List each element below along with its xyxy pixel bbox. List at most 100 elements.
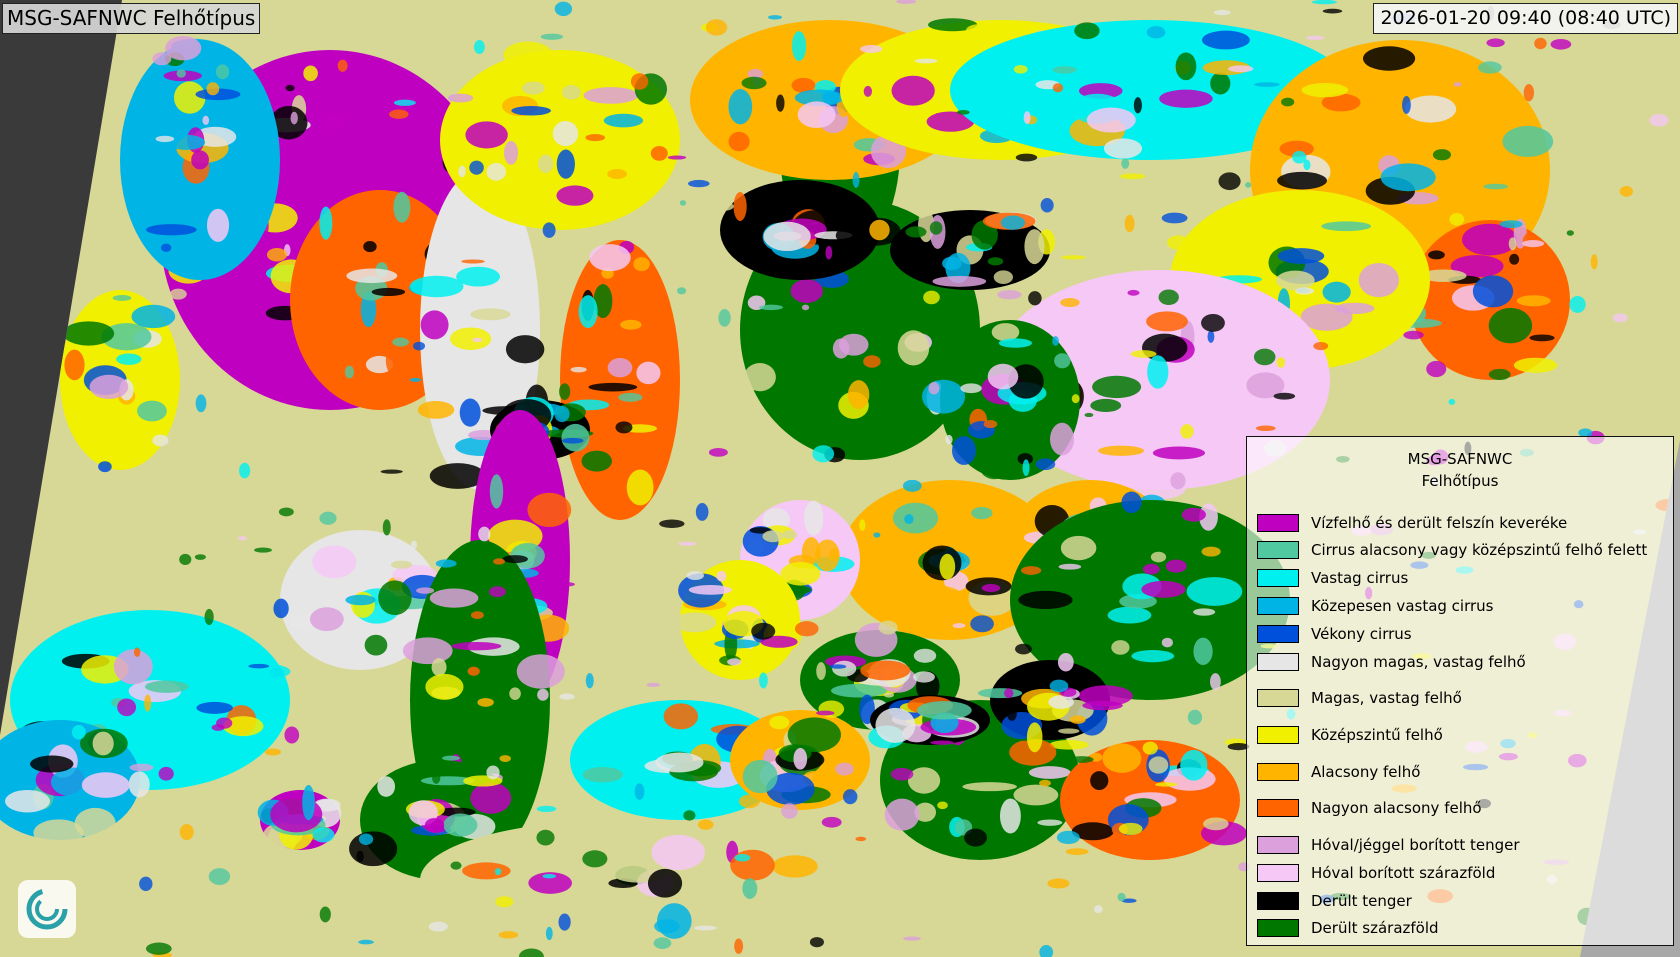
cloud-patch [1210,72,1231,95]
cloud-patch [646,682,661,688]
cloud-patch [473,40,485,55]
legend: MSG-SAFNWC Felhőtípus Vízfelhő és derült… [1246,436,1674,946]
cloud-patch [822,90,839,104]
cloud-patch [1254,82,1280,87]
cloud-patch [766,772,815,805]
cloud-patch [708,201,734,212]
cloud-patch [1201,313,1225,332]
cloud-patch [1058,728,1080,734]
cloud-patch [540,33,564,40]
cloud-patch [1018,590,1073,610]
cloud-patch [1246,372,1285,399]
cloud-patch [676,287,687,295]
cloud-patch [1121,491,1142,514]
cloud-patch [227,669,267,701]
cloud-patch [904,514,914,525]
cloud-patch [782,530,798,539]
cloud-patch [730,849,775,881]
cloud-patch [1015,153,1038,162]
cloud-patch [672,612,717,633]
cloud-patch [270,105,308,140]
cloud-patch [892,502,939,534]
cloud-patch [977,688,1023,699]
legend-swatch [1257,864,1299,882]
cloud-patch [552,120,579,147]
cloud-patch [733,192,747,222]
cloud-patch [1522,239,1545,248]
cloud-patch [173,81,206,114]
cloud-patch [117,698,137,717]
legend-item: Magas, vastag felhő [1257,688,1462,708]
cloud-patch [930,740,954,745]
cloud-patch [913,648,937,663]
legend-swatch [1257,514,1299,532]
cloud-patch [1026,722,1043,753]
legend-swatch [1257,689,1299,707]
cloud-patch [312,827,335,843]
cloud-patch [380,469,403,474]
cloud-patch [742,759,778,794]
cloud-patch [1255,425,1276,432]
cloud-patch [1052,336,1059,346]
cloud-patch [1277,171,1327,190]
cloud-patch [502,555,528,564]
cloud-patch [30,755,74,773]
legend-item: Derült szárazföld [1257,918,1439,938]
cloud-patch [1178,631,1198,643]
cloud-patch [409,377,422,382]
cloud-patch [144,694,152,712]
cloud-patch [987,257,1004,266]
cloud-patch [285,84,295,92]
cloud-patch [266,247,288,262]
cloud-patch [1146,311,1188,332]
cloud-patch [1448,398,1456,405]
cloud-patch [290,111,298,125]
cloud-patch [560,240,680,520]
cloud-patch [914,58,938,64]
legend-label: Derült szárazföld [1311,919,1439,937]
legend-item: Vékony cirrus [1257,624,1412,644]
legend-label: Cirrus alacsony vagy középszintű felhő f… [1311,541,1648,559]
cloud-patch [923,290,940,305]
cloud-patch [965,24,991,37]
cloud-patch [825,245,833,260]
cloud-patch [98,461,112,473]
cloud-patch [1218,172,1241,191]
cloud-patch [678,541,697,546]
cloud-patch [1074,22,1100,40]
cloud-patch [634,783,645,800]
cloud-patch [1028,766,1071,779]
cloud-patch [1078,685,1133,707]
cloud-patch [815,539,840,572]
cloud-patch [1186,577,1243,606]
cloud-patch [420,310,449,340]
cloud-patch [970,615,994,633]
cloud-patch [179,824,194,841]
legend-label: Középszintű felhő [1311,726,1443,744]
cloud-patch [1478,61,1502,74]
cloud-patch [1050,422,1075,456]
cloud-patch [693,925,717,931]
cloud-patch [319,511,337,525]
cloud-patch [1453,82,1462,87]
cloud-patch [536,805,557,813]
cloud-patch [942,256,962,271]
cloud-patch [902,479,922,492]
cloud-patch [248,663,270,669]
logo [18,880,76,938]
cloud-patch [428,921,448,932]
cloud-patch [231,554,239,559]
cloud-patch [962,782,1017,792]
cloud-patch [390,560,413,569]
cloud-patch [896,0,917,4]
cloud-patch [835,227,859,244]
cloud-patch [137,400,167,422]
cloud-patch [759,304,784,311]
cloud-patch [1056,830,1080,845]
cloud-patch [1227,742,1250,751]
cloud-patch [1509,253,1520,265]
cloud-patch [1649,114,1669,127]
cloud-patch [653,937,672,949]
cloud-patch [1281,97,1295,107]
